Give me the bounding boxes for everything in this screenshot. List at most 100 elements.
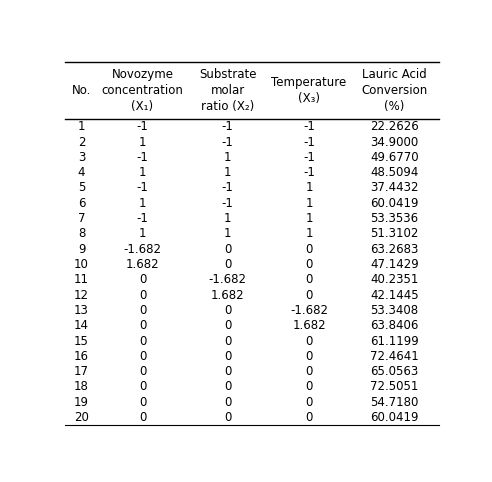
Text: 0: 0 — [224, 243, 231, 256]
Text: 0: 0 — [139, 411, 146, 424]
Text: 0: 0 — [224, 365, 231, 378]
Text: 34.9000: 34.9000 — [370, 135, 418, 148]
Text: 1: 1 — [139, 135, 146, 148]
Text: 0: 0 — [139, 350, 146, 363]
Text: 10: 10 — [74, 258, 89, 271]
Text: 53.3536: 53.3536 — [370, 212, 418, 225]
Text: 0: 0 — [224, 411, 231, 424]
Text: -1: -1 — [222, 197, 234, 210]
Text: 1: 1 — [139, 197, 146, 210]
Text: 42.1445: 42.1445 — [370, 289, 419, 302]
Text: 1: 1 — [305, 197, 313, 210]
Text: 54.7180: 54.7180 — [370, 396, 419, 409]
Text: 16: 16 — [74, 350, 89, 363]
Text: -1: -1 — [137, 151, 149, 164]
Text: 40.2351: 40.2351 — [370, 273, 419, 286]
Text: 60.0419: 60.0419 — [370, 197, 419, 210]
Text: 13: 13 — [74, 304, 89, 317]
Text: 0: 0 — [306, 289, 313, 302]
Text: 0: 0 — [224, 396, 231, 409]
Text: 1: 1 — [139, 228, 146, 241]
Text: 1: 1 — [78, 120, 85, 133]
Text: 6: 6 — [78, 197, 85, 210]
Text: 3: 3 — [78, 151, 85, 164]
Text: 49.6770: 49.6770 — [370, 151, 419, 164]
Text: 18: 18 — [74, 380, 89, 393]
Text: 0: 0 — [306, 335, 313, 348]
Text: 0: 0 — [139, 289, 146, 302]
Text: 2: 2 — [78, 135, 85, 148]
Text: 0: 0 — [224, 258, 231, 271]
Text: -1.682: -1.682 — [290, 304, 328, 317]
Text: 48.5094: 48.5094 — [370, 166, 419, 179]
Text: -1: -1 — [303, 135, 315, 148]
Text: -1: -1 — [222, 135, 234, 148]
Text: 1.682: 1.682 — [211, 289, 245, 302]
Text: 9: 9 — [78, 243, 85, 256]
Text: -1.682: -1.682 — [209, 273, 247, 286]
Text: -1: -1 — [222, 181, 234, 194]
Text: 63.8406: 63.8406 — [370, 319, 419, 332]
Text: 0: 0 — [224, 304, 231, 317]
Text: 1: 1 — [224, 151, 232, 164]
Text: 1: 1 — [224, 166, 232, 179]
Text: 1: 1 — [224, 228, 232, 241]
Text: 0: 0 — [306, 243, 313, 256]
Text: 0: 0 — [306, 411, 313, 424]
Text: 0: 0 — [306, 258, 313, 271]
Text: 14: 14 — [74, 319, 89, 332]
Text: 0: 0 — [306, 380, 313, 393]
Text: 37.4432: 37.4432 — [370, 181, 419, 194]
Text: Temperature
(X₃): Temperature (X₃) — [272, 76, 347, 105]
Text: 1.682: 1.682 — [125, 258, 159, 271]
Text: Lauric Acid
Conversion
(%): Lauric Acid Conversion (%) — [361, 68, 428, 113]
Text: 0: 0 — [306, 273, 313, 286]
Text: 0: 0 — [139, 273, 146, 286]
Text: 60.0419: 60.0419 — [370, 411, 419, 424]
Text: 0: 0 — [139, 335, 146, 348]
Text: 1: 1 — [224, 212, 232, 225]
Text: -1: -1 — [137, 181, 149, 194]
Text: -1: -1 — [137, 212, 149, 225]
Text: 15: 15 — [74, 335, 89, 348]
Text: 0: 0 — [306, 350, 313, 363]
Text: 1: 1 — [305, 181, 313, 194]
Text: Substrate
molar
ratio (X₂): Substrate molar ratio (X₂) — [199, 68, 256, 113]
Text: 1.682: 1.682 — [292, 319, 326, 332]
Text: -1: -1 — [303, 120, 315, 133]
Text: 0: 0 — [306, 396, 313, 409]
Text: 17: 17 — [74, 365, 89, 378]
Text: 65.0563: 65.0563 — [370, 365, 418, 378]
Text: 72.4641: 72.4641 — [370, 350, 419, 363]
Text: 1: 1 — [139, 166, 146, 179]
Text: 5: 5 — [78, 181, 85, 194]
Text: 7: 7 — [78, 212, 85, 225]
Text: 0: 0 — [139, 304, 146, 317]
Text: 0: 0 — [139, 319, 146, 332]
Text: 1: 1 — [305, 212, 313, 225]
Text: 11: 11 — [74, 273, 89, 286]
Text: 0: 0 — [139, 380, 146, 393]
Text: 8: 8 — [78, 228, 85, 241]
Text: -1: -1 — [303, 151, 315, 164]
Text: 1: 1 — [305, 228, 313, 241]
Text: 63.2683: 63.2683 — [370, 243, 419, 256]
Text: -1: -1 — [137, 120, 149, 133]
Text: -1: -1 — [222, 120, 234, 133]
Text: -1: -1 — [303, 166, 315, 179]
Text: 0: 0 — [224, 350, 231, 363]
Text: 53.3408: 53.3408 — [370, 304, 418, 317]
Text: 22.2626: 22.2626 — [370, 120, 419, 133]
Text: 47.1429: 47.1429 — [370, 258, 419, 271]
Text: 61.1199: 61.1199 — [370, 335, 419, 348]
Text: 0: 0 — [224, 319, 231, 332]
Text: 12: 12 — [74, 289, 89, 302]
Text: -1.682: -1.682 — [123, 243, 161, 256]
Text: 0: 0 — [306, 365, 313, 378]
Text: 0: 0 — [224, 335, 231, 348]
Text: 72.5051: 72.5051 — [370, 380, 419, 393]
Text: 0: 0 — [224, 380, 231, 393]
Text: Novozyme
concentration
(X₁): Novozyme concentration (X₁) — [101, 68, 184, 113]
Text: 51.3102: 51.3102 — [370, 228, 419, 241]
Text: 20: 20 — [74, 411, 89, 424]
